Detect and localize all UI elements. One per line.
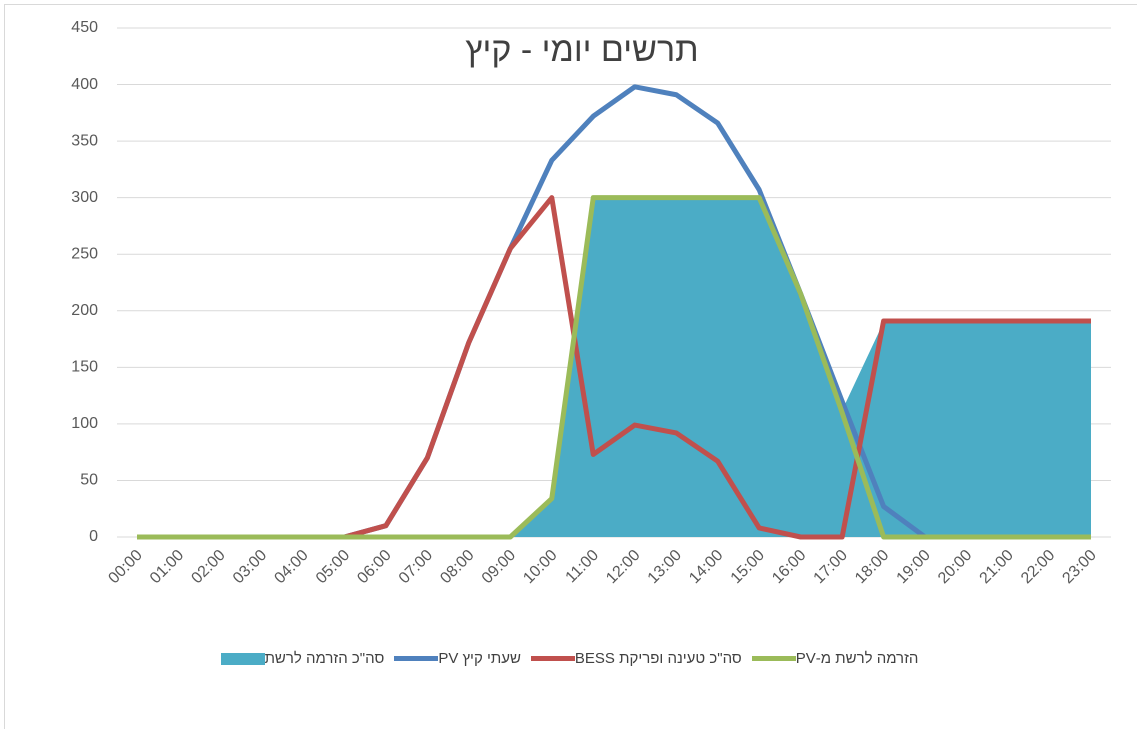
x-tick-label: 20:00 [935, 547, 975, 587]
y-tick-label: 150 [71, 359, 98, 376]
y-tick-label: 300 [71, 189, 98, 206]
legend: הזרמה לרשת מ-PV סה"כ טעינה ופריקת BESS שעת… [0, 650, 1137, 667]
legend-label: שעתי קיץ PV [438, 650, 521, 667]
y-tick-label: 350 [71, 132, 98, 149]
y-tick-label: 450 [71, 19, 98, 36]
chart-title: תרשים יומי - קיץ [465, 31, 698, 69]
x-tick-label: 02:00 [188, 547, 228, 587]
x-tick-label: 23:00 [1059, 547, 1099, 587]
x-tick-label: 18:00 [852, 547, 892, 587]
x-tick-label: 08:00 [437, 547, 477, 587]
legend-label: הזרמה לרשת מ-PV [796, 650, 919, 667]
x-tick-label: 17:00 [811, 547, 851, 587]
x-tick-label: 12:00 [603, 547, 643, 587]
x-tick-label: 11:00 [563, 547, 603, 587]
x-tick-label: 19:00 [894, 547, 934, 587]
x-tick-label: 03:00 [230, 547, 270, 587]
x-tick-label: 04:00 [271, 547, 311, 587]
x-tick-label: 09:00 [479, 547, 519, 587]
legend-swatch [221, 653, 265, 665]
x-tick-label: 10:00 [520, 547, 560, 587]
x-tick-label: 06:00 [354, 547, 394, 587]
legend-label: סה"כ הזרמה לרשת [265, 650, 385, 667]
y-tick-label: 250 [71, 245, 98, 262]
legend-label: סה"כ טעינה ופריקת BESS [575, 650, 742, 667]
x-tick-label: 15:00 [728, 547, 768, 587]
x-tick-label: 05:00 [313, 547, 353, 587]
legend-item: שעתי קיץ PV [392, 650, 521, 667]
x-tick-label: 16:00 [769, 547, 809, 587]
x-tick-label: 13:00 [645, 547, 685, 587]
y-tick-label: 200 [71, 302, 98, 319]
y-tick-label: 100 [71, 415, 98, 432]
legend-swatch [394, 656, 438, 661]
x-tick-label: 01:00 [147, 547, 187, 587]
y-tick-label: 400 [71, 76, 98, 93]
legend-swatch [752, 656, 796, 661]
legend-item: סה"כ הזרמה לרשת [219, 650, 385, 667]
legend-item: הזרמה לרשת מ-PV [750, 650, 919, 667]
x-tick-label: 00:00 [105, 547, 145, 587]
legend-swatch [531, 656, 575, 661]
x-tick-label: 07:00 [396, 547, 436, 587]
y-tick-label: 0 [89, 528, 98, 545]
x-tick-label: 22:00 [1018, 547, 1058, 587]
x-tick-label: 21:00 [977, 547, 1017, 587]
x-tick-label: 14:00 [686, 547, 726, 587]
y-tick-label: 50 [80, 472, 98, 489]
legend-item: סה"כ טעינה ופריקת BESS [529, 650, 742, 667]
